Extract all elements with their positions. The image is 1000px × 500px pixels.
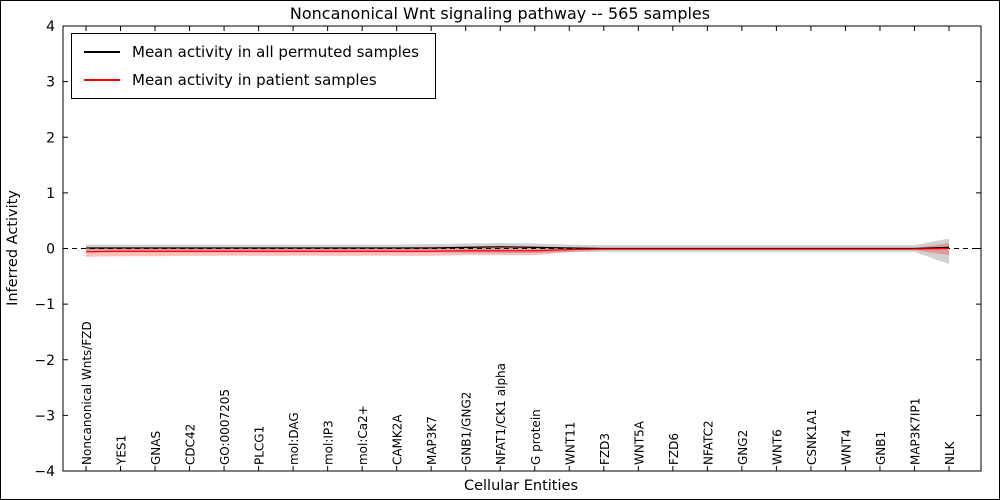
x-tick-label: WNT4 <box>839 429 853 465</box>
x-tick-label: NLK <box>943 440 957 465</box>
x-tick-label: GNB1/GNG2 <box>460 392 474 465</box>
chart-title: Noncanonical Wnt signaling pathway -- 56… <box>289 4 711 23</box>
x-tick-label: YES1 <box>115 435 129 466</box>
y-tick-label: −1 <box>34 297 55 313</box>
x-tick-label: FZD3 <box>598 433 612 465</box>
y-tick-label: 2 <box>46 130 55 146</box>
patient-band <box>86 242 949 257</box>
x-tick-label: WNT6 <box>770 429 784 465</box>
x-tick-label: mol:Ca2+ <box>356 405 370 465</box>
legend-item-permuted: Mean activity in all permuted samples <box>84 43 419 61</box>
x-tick-label: mol:DAG <box>287 412 301 465</box>
x-axis-label: Cellular Entities <box>463 478 579 494</box>
patient-line <box>85 247 950 253</box>
y-tick-label: 1 <box>46 186 55 202</box>
patient-line-swatch <box>84 79 120 81</box>
x-tick-label: NFATC2 <box>701 420 715 465</box>
x-tick-label: MAP3K7IP1 <box>908 398 922 465</box>
x-tick-label: CSNK1A1 <box>805 409 819 465</box>
x-tick-label: FZD6 <box>667 433 681 465</box>
legend-label-permuted: Mean activity in all permuted samples <box>132 43 419 61</box>
x-tick-label: mol:IP3 <box>322 420 336 465</box>
x-tick-label: GO:0007205 <box>218 389 232 465</box>
x-tick-label: NFAT1/CK1 alpha <box>494 363 508 465</box>
legend-item-patient: Mean activity in patient samples <box>84 71 419 89</box>
legend-label-patient: Mean activity in patient samples <box>132 71 377 89</box>
x-tick-label: GNB1 <box>874 431 888 465</box>
y-tick-label: −3 <box>34 408 55 424</box>
y-tick-label: 0 <box>46 242 55 258</box>
x-tick-label: Noncanonical Wnts/FZD <box>80 321 94 465</box>
x-tick-label: GNG2 <box>736 430 750 465</box>
x-tick-label: WNT11 <box>563 422 577 465</box>
legend: Mean activity in all permuted samples Me… <box>71 33 436 99</box>
x-tick-label: CDC42 <box>184 424 198 465</box>
y-tick-label: −2 <box>34 353 55 369</box>
permuted-line-swatch <box>84 51 120 53</box>
y-tick-label: 3 <box>46 75 55 91</box>
x-tick-label: MAP3K7 <box>425 416 439 465</box>
x-tick-label: CAMK2A <box>391 414 405 465</box>
x-tick-label: PLCG1 <box>253 426 267 465</box>
y-tick-label: 4 <box>46 19 55 35</box>
y-tick-label: −4 <box>34 464 55 480</box>
x-tick-label: GNAS <box>149 431 163 465</box>
x-tick-label: WNT5A <box>632 420 646 465</box>
x-tick-label: G protein <box>529 409 543 465</box>
